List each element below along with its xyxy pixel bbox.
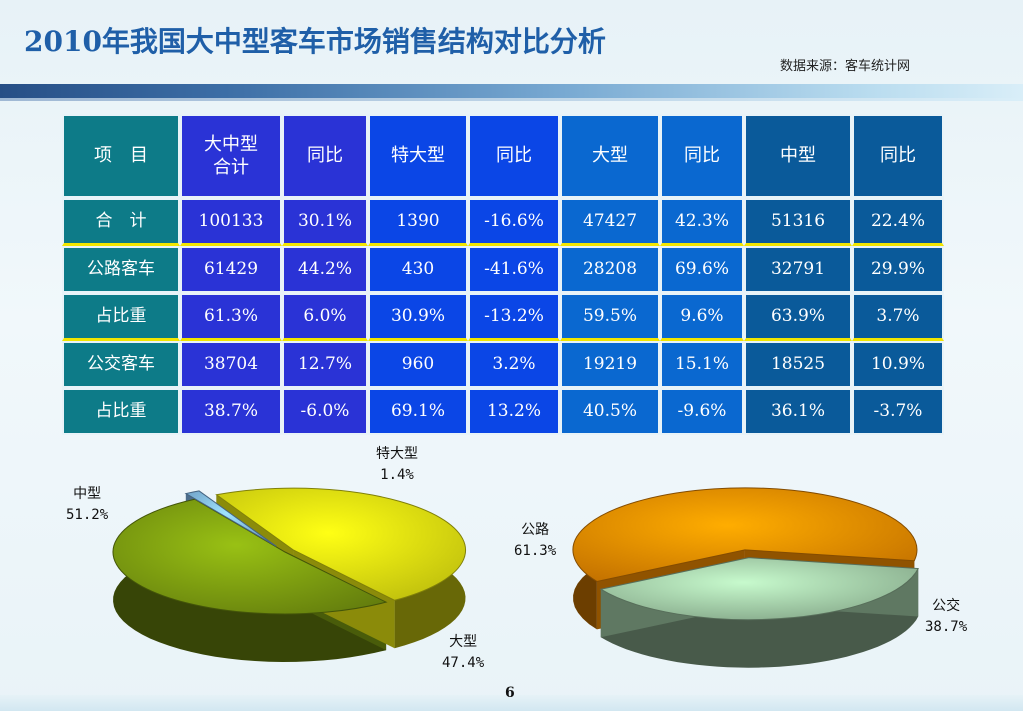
pie-label-highway-name: 公路 — [521, 522, 550, 538]
pie-label-transit: 公交 38.7% — [925, 596, 967, 638]
pie-slice-2 — [215, 487, 467, 601]
table-cell: 430 — [368, 246, 468, 293]
pie-label-highway-value: 61.3% — [514, 543, 557, 559]
table-cell: 1390 — [368, 198, 468, 246]
pie-label-xl-value: 1.4% — [380, 467, 414, 483]
data-source: 数据来源：客车统计网 — [780, 59, 911, 74]
table-cell: 6.0% — [282, 293, 368, 341]
table-cell: 38.7% — [180, 388, 282, 435]
table-row: 公交客车 38704 12.7% 960 3.2% 19219 15.1% 18… — [62, 341, 944, 388]
header-cell-item: 项 目 — [62, 114, 180, 198]
table-cell: 9.6% — [660, 293, 744, 341]
table-cell: -13.2% — [468, 293, 560, 341]
header-cell-yoy: 同比 — [468, 114, 560, 198]
table-cell: -41.6% — [468, 246, 560, 293]
table-cell: 40.5% — [560, 388, 660, 435]
table-cell: -3.7% — [852, 388, 944, 435]
table-cell: 32791 — [744, 246, 852, 293]
header-cell-yoy: 同比 — [852, 114, 944, 198]
table-cell: 15.1% — [660, 341, 744, 388]
table-cell: 22.4% — [852, 198, 944, 246]
pie-label-transit-value: 38.7% — [925, 619, 968, 635]
table-row: 占比重 61.3% 6.0% 30.9% -13.2% 59.5% 9.6% 6… — [62, 293, 944, 341]
table-cell: 36.1% — [744, 388, 852, 435]
table-cell: 3.7% — [852, 293, 944, 341]
table-cell: 29.9% — [852, 246, 944, 293]
pie-slice-1 — [184, 490, 277, 547]
header-cell-xl: 特大型 — [368, 114, 468, 198]
header-band-shadow — [0, 98, 1023, 101]
table-row: 合 计 100133 30.1% 1390 -16.6% 47427 42.3%… — [62, 198, 944, 246]
pie-chart-usage — [572, 487, 919, 668]
page-title: 2010年我国大中型客车市场销售结构对比分析 — [24, 25, 606, 58]
pie-slice-side — [600, 568, 919, 668]
pie-label-highway: 公路 61.3% — [514, 520, 556, 562]
pie-label-medium-name: 中型 — [73, 486, 102, 502]
pie-label-xl: 特大型 1.4% — [376, 444, 418, 486]
row-label: 占比重 — [62, 293, 180, 341]
table-cell: 44.2% — [282, 246, 368, 293]
table-cell: -16.6% — [468, 198, 560, 246]
pie-label-medium: 中型 51.2% — [66, 484, 108, 526]
table-cell: 63.9% — [744, 293, 852, 341]
table-row: 占比重 38.7% -6.0% 69.1% 13.2% 40.5% -9.6% … — [62, 388, 944, 435]
table-cell: 13.2% — [468, 388, 560, 435]
pie-label-large: 大型 47.4% — [442, 632, 484, 674]
pie-slice-0 — [572, 487, 918, 582]
row-label: 公交客车 — [62, 341, 180, 388]
pie-label-xl-name: 特大型 — [376, 446, 418, 462]
table-cell: 38704 — [180, 341, 282, 388]
pie-label-large-name: 大型 — [449, 634, 478, 650]
table-cell: 3.2% — [468, 341, 560, 388]
table-cell: 30.9% — [368, 293, 468, 341]
pie-label-transit-name: 公交 — [932, 598, 961, 614]
pie-label-medium-value: 51.2% — [66, 507, 109, 523]
table-row: 公路客车 61429 44.2% 430 -41.6% 28208 69.6% … — [62, 246, 944, 293]
header-band — [0, 84, 1023, 98]
page-number: 6 — [505, 685, 515, 701]
header-cell-medium: 中型 — [744, 114, 852, 198]
row-label: 公路客车 — [62, 246, 180, 293]
table-cell: 69.1% — [368, 388, 468, 435]
pie-chart-bus-size — [112, 487, 467, 662]
table-cell: 30.1% — [282, 198, 368, 246]
table-cell: 10.9% — [852, 341, 944, 388]
footer-band — [0, 695, 1023, 711]
table-header-row: 项 目 大中型 合计 同比 特大型 同比 大型 同比 中型 同比 — [62, 114, 944, 198]
table-cell: -9.6% — [660, 388, 744, 435]
table-cell: 51316 — [744, 198, 852, 246]
table-cell: 59.5% — [560, 293, 660, 341]
sales-table: 项 目 大中型 合计 同比 特大型 同比 大型 同比 中型 同比 合 计 100… — [62, 114, 944, 435]
pie-label-large-value: 47.4% — [442, 655, 485, 671]
row-label: 合 计 — [62, 198, 180, 246]
table-cell: 28208 — [560, 246, 660, 293]
table-cell: 61.3% — [180, 293, 282, 341]
table-cell: 19219 — [560, 341, 660, 388]
table-cell: 42.3% — [660, 198, 744, 246]
row-label: 占比重 — [62, 388, 180, 435]
table-cell: 18525 — [744, 341, 852, 388]
pie-slice-0 — [112, 498, 388, 615]
table-cell: 61429 — [180, 246, 282, 293]
table-cell: -6.0% — [282, 388, 368, 435]
table-cell: 47427 — [560, 198, 660, 246]
table-cell: 960 — [368, 341, 468, 388]
header-cell-yoy: 同比 — [282, 114, 368, 198]
header-cell-large: 大型 — [560, 114, 660, 198]
table-cell: 69.6% — [660, 246, 744, 293]
table-cell: 100133 — [180, 198, 282, 246]
pie-slice-1 — [599, 557, 919, 621]
header-cell-total: 大中型 合计 — [180, 114, 282, 198]
header-cell-yoy: 同比 — [660, 114, 744, 198]
table-cell: 12.7% — [282, 341, 368, 388]
